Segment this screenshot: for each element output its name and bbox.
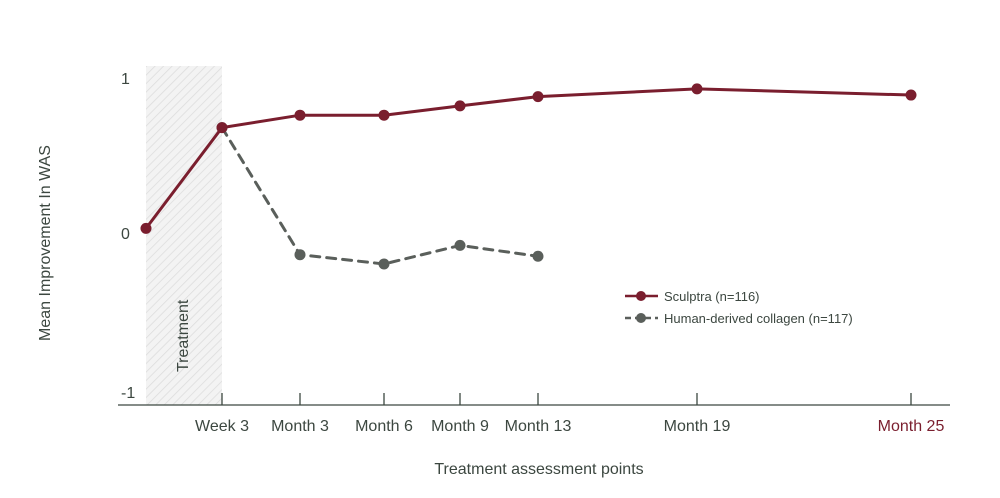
legend-swatch-marker — [636, 313, 646, 323]
x-tick-label: Month 13 — [505, 418, 572, 435]
x-tick-label: Month 6 — [355, 418, 413, 435]
x-tick-label: Week 3 — [195, 418, 249, 435]
data-point — [532, 250, 544, 262]
y-axis-ticks: 1 0 -1 — [121, 71, 135, 402]
series-line — [220, 126, 540, 266]
data-point — [378, 258, 390, 270]
series-group — [216, 122, 544, 270]
x-tick-label: Month 3 — [271, 418, 329, 435]
y-tick-label: -1 — [121, 385, 135, 402]
data-point — [691, 83, 703, 95]
treatment-region-label: Treatment — [175, 299, 192, 372]
legend-label: Human-derived collagen (n=117) — [664, 311, 853, 326]
data-point — [294, 109, 306, 121]
legend-item: Sculptra (n=116) — [625, 289, 760, 304]
y-tick-label: 1 — [121, 71, 130, 88]
legend-item: Human-derived collagen (n=117) — [625, 311, 853, 326]
data-point — [294, 249, 306, 261]
y-tick-label: 0 — [121, 226, 130, 243]
data-point — [454, 239, 466, 251]
x-tick-label: Month 25 — [878, 418, 945, 435]
series-layer — [140, 83, 917, 270]
data-point — [532, 91, 544, 103]
data-point — [378, 109, 390, 121]
x-tick-label: Month 9 — [431, 418, 489, 435]
series-group — [140, 83, 917, 234]
data-point — [905, 89, 917, 101]
data-point — [216, 122, 228, 134]
series-line — [144, 87, 913, 230]
x-axis-ticks: Week 3 Month 3 Month 6 Month 9 Month 13 Month… — [195, 393, 944, 435]
x-axis-title: Treatment assessment points — [434, 461, 643, 478]
y-axis-title: Mean Improvement In WAS — [37, 145, 54, 341]
treatment-shaded-region — [146, 66, 222, 405]
legend-swatch-marker — [636, 291, 646, 301]
x-tick-label: Month 19 — [664, 418, 731, 435]
legend: Sculptra (n=116) Human-derived collagen (… — [625, 289, 853, 326]
data-point — [454, 100, 466, 112]
legend-label: Sculptra (n=116) — [664, 289, 760, 304]
data-point — [140, 222, 152, 234]
